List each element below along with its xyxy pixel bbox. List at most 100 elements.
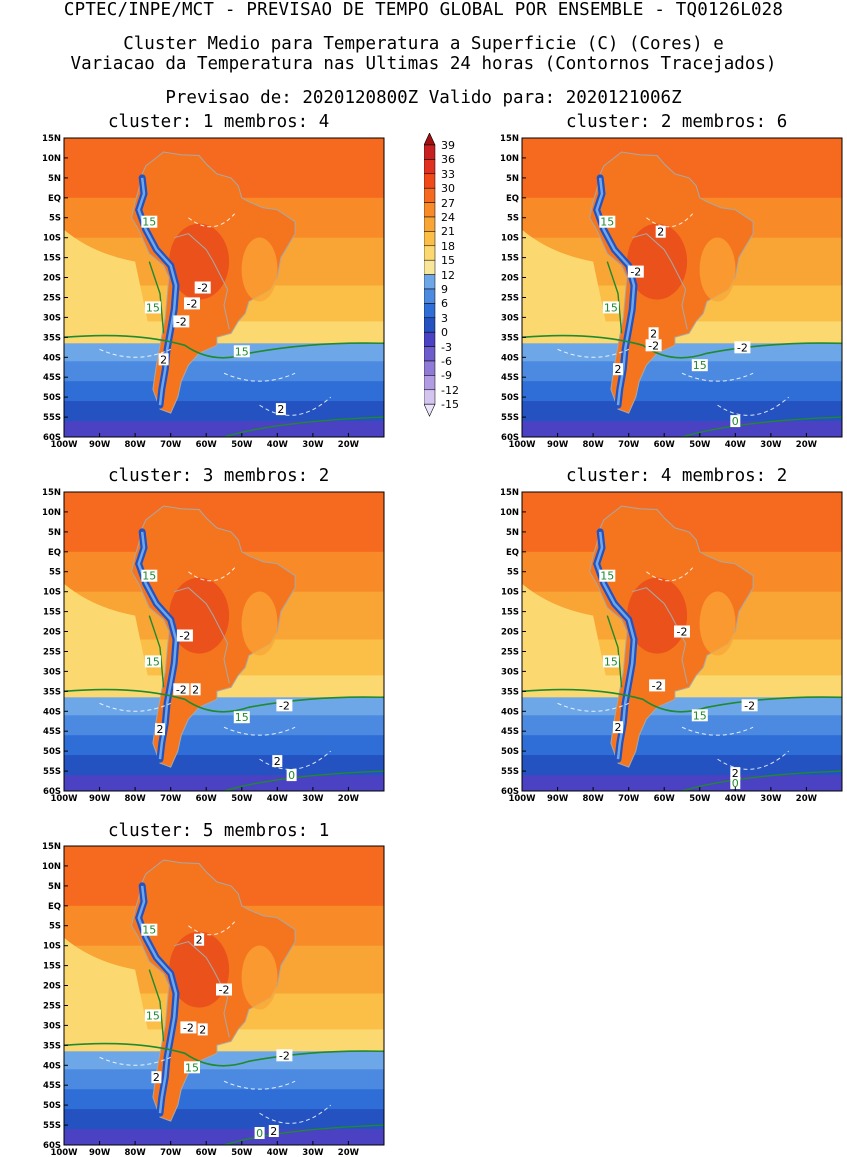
coastal-band — [241, 237, 278, 302]
delta-temp-contour — [99, 348, 171, 358]
contour-label: 0 — [288, 769, 295, 782]
delta-temp-contour — [223, 372, 296, 382]
contour-label: 0 — [732, 777, 739, 790]
contour-0c — [223, 416, 384, 437]
contour-label: 15 — [185, 1061, 199, 1074]
contour-label: -2 — [176, 315, 187, 328]
lat-tick-label: 45S — [501, 727, 519, 737]
panel-title-3: cluster: 3 membros: 2 — [108, 466, 330, 486]
contour-label: -2 — [197, 282, 208, 295]
colorbar-swatch — [423, 274, 436, 290]
lat-tick-label: 10S — [501, 234, 519, 244]
contour-label: 15 — [142, 216, 156, 229]
lat-tick-label: 45S — [43, 1081, 61, 1091]
temp-band — [522, 697, 842, 717]
contour-label-bg — [194, 281, 211, 294]
lon-tick-label: 20W — [338, 440, 360, 450]
contour-label-bg — [613, 363, 623, 376]
colorbar-label: -6 — [441, 355, 452, 368]
panel-title-2: cluster: 2 membros: 6 — [566, 112, 788, 132]
temp-band — [64, 755, 384, 776]
colorbar-label: 3 — [441, 311, 448, 325]
contour-15c-andes — [606, 615, 623, 688]
lon-tick-label: 100W — [50, 1148, 78, 1157]
contour-label-bg — [276, 699, 293, 712]
lat-tick-label: 10S — [43, 942, 61, 952]
coastal-band — [699, 591, 736, 656]
contour-0c — [681, 770, 842, 791]
lat-tick-label: 45S — [43, 373, 61, 383]
contour-label-bg — [173, 683, 190, 696]
delta-temp-contour — [557, 702, 629, 712]
colorbar-label: -3 — [441, 340, 452, 354]
contour-label: 15 — [600, 570, 614, 583]
lat-tick-label: 15N — [42, 488, 61, 498]
colorbar-label: 12 — [441, 268, 455, 282]
lat-tick-label: 25S — [43, 294, 61, 304]
contour-label: 15 — [142, 570, 156, 583]
lon-tick-label: 80W — [124, 1148, 146, 1157]
lat-tick-label: 35S — [43, 687, 61, 697]
colorbar-label: 24 — [441, 211, 455, 224]
colorbar-swatch — [423, 375, 436, 391]
contour-label-bg — [151, 1071, 162, 1084]
delta-temp-contour — [717, 750, 790, 770]
colorbar-label: 36 — [441, 153, 455, 167]
map-frame — [63, 845, 385, 1146]
colorbar-swatch — [423, 216, 436, 232]
temp-band — [64, 775, 384, 791]
lat-tick-label: 50S — [43, 747, 61, 757]
lat-tick-label: 50S — [501, 393, 519, 403]
contour-label-bg — [645, 339, 662, 352]
contour-label: 0 — [732, 415, 739, 428]
contour-label-bg — [233, 711, 250, 724]
contour-label-bg — [155, 723, 165, 736]
lon-tick-label: 100W — [508, 440, 536, 450]
lat-tick-label: 55S — [43, 413, 61, 423]
contour-label-bg — [216, 983, 232, 996]
lon-tick-label: 90W — [547, 440, 569, 450]
contour-label: 2 — [153, 1071, 160, 1084]
temp-band — [522, 755, 842, 776]
lat-tick-label: 20S — [43, 628, 61, 638]
lat-tick-label: 20S — [43, 274, 61, 284]
lat-tick-label: 50S — [43, 393, 61, 403]
contour-label: -2 — [179, 630, 190, 643]
contour-label: 2 — [270, 1125, 277, 1138]
lon-tick-label: 20W — [796, 794, 818, 804]
temp-band — [64, 401, 384, 422]
contour-label-bg — [272, 755, 283, 768]
warm-core — [169, 223, 230, 300]
lat-tick-label: 40S — [43, 353, 61, 363]
coastal-band — [241, 591, 278, 656]
lon-tick-label: 20W — [338, 794, 360, 804]
temp-band — [522, 381, 842, 403]
lon-tick-label: 70W — [160, 1148, 182, 1157]
lon-tick-label: 80W — [124, 440, 146, 450]
contour-label-bg — [141, 923, 158, 936]
header-line-3: Variacao da Temperatura nas Ultimas 24 h… — [70, 54, 777, 74]
contour-label: 15 — [146, 1009, 160, 1022]
contour-15c — [64, 334, 384, 359]
colorbar-swatch — [423, 259, 436, 275]
colorbar-label: 9 — [441, 283, 448, 296]
colorbar-label: -9 — [441, 369, 452, 383]
lat-tick-label: 60S — [43, 1141, 61, 1151]
delta-temp-contour — [259, 396, 332, 416]
colorbar-swatch — [423, 144, 436, 160]
contour-label: 2 — [657, 226, 664, 239]
delta-temp-contour — [259, 1104, 332, 1124]
contour-label: -2 — [630, 266, 641, 279]
temp-band — [522, 715, 842, 737]
contour-label: 2 — [615, 721, 622, 734]
lat-tick-label: EQ — [48, 902, 61, 912]
colorbar-swatch — [423, 173, 436, 189]
contour-label: -2 — [279, 1049, 290, 1062]
contour-label-bg — [144, 655, 161, 668]
contour-label-bg — [141, 569, 158, 582]
lat-tick-label: 10S — [501, 588, 519, 598]
lon-tick-label: 90W — [89, 1148, 111, 1157]
lat-tick-label: 10N — [42, 862, 61, 872]
contour-label: 15 — [146, 655, 160, 668]
